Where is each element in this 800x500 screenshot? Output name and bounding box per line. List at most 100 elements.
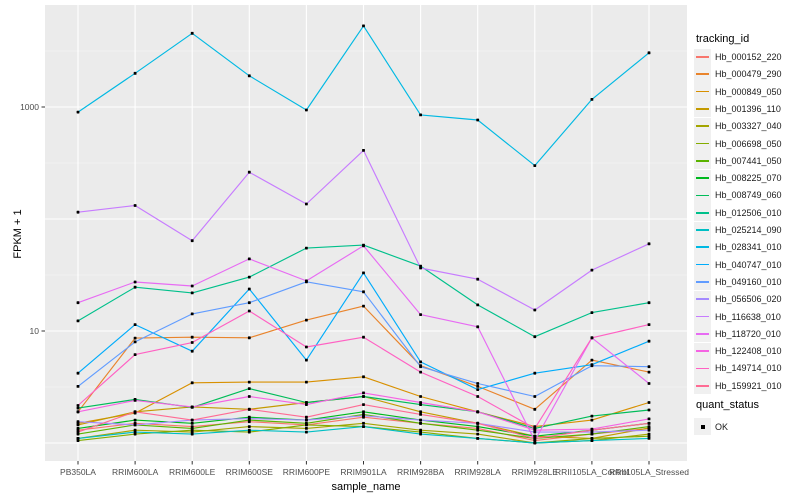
x-tick-label: RRIM600LA: [111, 467, 159, 477]
data-point: [362, 421, 365, 425]
legend-item-Hb_001396_110: Hb_001396_110: [694, 100, 781, 118]
data-point: [247, 309, 251, 313]
data-point: [305, 403, 308, 406]
legend-swatch: [696, 384, 709, 387]
data-point: [362, 403, 365, 406]
legend-item-label: Hb_000479_290: [715, 69, 782, 80]
data-point: [647, 339, 651, 343]
x-tick-label: RRII105LA_Stressed: [609, 467, 689, 477]
x-tick-label: RRIM600LE: [169, 467, 216, 477]
legend-item-Hb_006698_050: Hb_006698_050: [694, 135, 782, 152]
legend-item-label: Hb_000152_220: [715, 52, 782, 62]
legend-item-Hb_012506_010: Hb_012506_010: [694, 204, 782, 222]
legend-item-Hb_003327_040: Hb_003327_040: [694, 117, 782, 135]
data-point: [76, 385, 80, 388]
data-point: [476, 437, 480, 440]
data-point: [362, 304, 365, 308]
data-point: [305, 246, 308, 250]
data-point: [647, 365, 651, 369]
data-point: [476, 432, 480, 436]
data-point: [190, 284, 194, 288]
data-point: [419, 401, 422, 404]
legend-swatch: [696, 246, 709, 249]
x-tick-label: RRIM928LA: [454, 467, 501, 477]
legend-item-Hb_116638_010: Hb_116638_010: [694, 308, 781, 325]
data-point: [419, 365, 422, 369]
data-point: [362, 395, 365, 398]
legend-item-Hb_056506_020: Hb_056506_020: [694, 290, 782, 308]
data-point: [305, 345, 308, 349]
data-point: [76, 420, 80, 424]
data-point: [590, 336, 594, 340]
legend-swatch: [696, 90, 709, 93]
legend-swatch: [696, 73, 709, 76]
data-point: [533, 441, 537, 445]
data-point: [190, 335, 194, 339]
data-point: [647, 417, 651, 421]
legend-key: [694, 135, 711, 152]
data-point: [362, 410, 365, 414]
data-point: [247, 301, 251, 305]
data-point: [133, 340, 137, 344]
data-point: [247, 257, 251, 261]
data-point: [247, 387, 251, 390]
legend-item-label: Hb_025214_090: [715, 225, 782, 235]
data-point: [533, 439, 537, 442]
data-point: [190, 418, 194, 422]
data-point: [533, 308, 537, 312]
data-point: [133, 204, 137, 207]
legend-item-ok: OK: [694, 418, 728, 435]
legend-key: [694, 325, 711, 343]
data-point: [190, 31, 194, 35]
data-point: [247, 380, 251, 384]
legend-item-Hb_007441_050: Hb_007441_050: [694, 152, 782, 170]
x-axis-title: sample_name: [331, 481, 401, 493]
data-point: [133, 280, 137, 284]
data-point: [419, 266, 422, 270]
y-axis-title: FPKM + 1: [12, 209, 24, 259]
data-point: [247, 287, 251, 291]
legend-key: [694, 204, 711, 222]
legend-item-label: Hb_003327_040: [715, 121, 782, 132]
data-point: [305, 318, 308, 322]
data-point: [647, 401, 651, 404]
data-point: [305, 358, 308, 362]
legend-swatch: [696, 367, 709, 370]
data-point: [133, 430, 137, 434]
data-point: [76, 319, 80, 323]
data-point: [305, 108, 308, 112]
data-point: [190, 291, 194, 295]
ok-square-icon: [700, 424, 705, 429]
data-point: [647, 425, 651, 428]
data-point: [590, 98, 594, 101]
data-point: [362, 149, 365, 152]
data-point: [533, 164, 537, 167]
data-point: [190, 421, 194, 425]
data-point: [533, 407, 537, 411]
data-point: [133, 410, 137, 414]
data-point: [476, 410, 480, 414]
legend-item-label: Hb_012506_010: [715, 207, 782, 218]
legend-item-label: Hb_008749_060: [715, 190, 782, 201]
data-point: [305, 430, 308, 434]
data-point: [362, 414, 365, 418]
legend-item-Hb_149714_010: Hb_149714_010: [694, 359, 782, 377]
legend-key: [694, 342, 711, 360]
data-point: [133, 423, 137, 427]
legend-swatch: [696, 298, 709, 301]
data-point: [76, 423, 80, 427]
data-point: [647, 428, 651, 432]
data-point: [190, 405, 194, 409]
data-point: [476, 425, 480, 428]
x-tick-label: RRIM600SE: [225, 467, 273, 477]
legend-key: [694, 100, 711, 118]
legend-key: [694, 117, 711, 135]
legend-key: [694, 308, 711, 325]
data-point: [419, 360, 422, 364]
data-point: [476, 382, 480, 385]
data-point: [647, 301, 651, 305]
legend-swatch: [696, 108, 709, 110]
data-point: [647, 382, 651, 385]
data-point: [190, 349, 194, 353]
legend-item-label: Hb_040747_010: [715, 259, 782, 270]
